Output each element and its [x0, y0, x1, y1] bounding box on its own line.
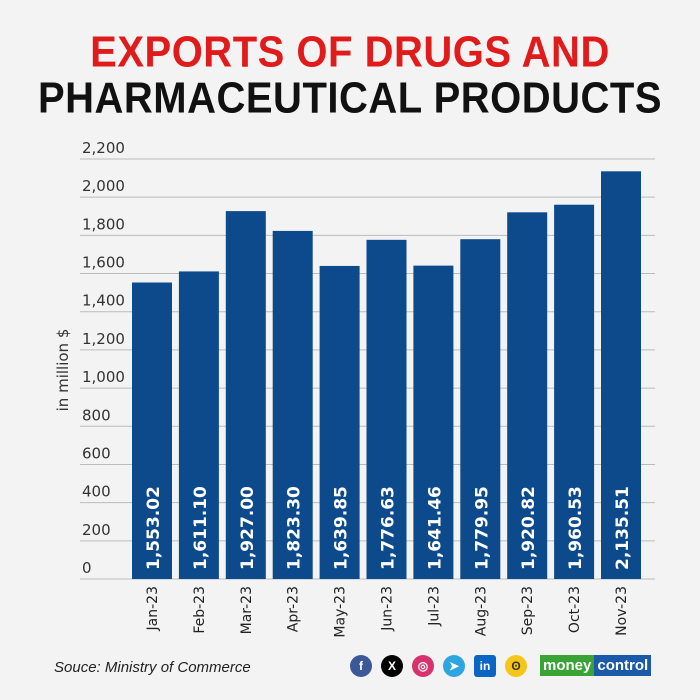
y-tick-label: 600	[82, 444, 111, 462]
bar	[507, 212, 548, 579]
x-tick-label: Oct-23	[567, 586, 583, 633]
logo-part-money: money	[540, 655, 595, 676]
x-tick-label: Nov-23	[614, 586, 630, 636]
bar-value-label: 1,641.46	[425, 486, 445, 570]
y-tick-label: 1,200	[82, 330, 125, 348]
bar	[460, 239, 501, 580]
y-tick-label: 200	[82, 521, 111, 539]
x-tick-label: May-23	[333, 586, 349, 638]
title-line-1: EXPORTS OF DRUGS AND	[90, 27, 610, 77]
y-tick-label: 800	[82, 406, 111, 424]
bar-value-label: 1,776.63	[379, 486, 399, 570]
y-tick-label: 2,200	[82, 139, 125, 157]
moneycontrol-logo: money control	[540, 655, 652, 676]
logo-part-control: control	[594, 655, 652, 676]
source-note: Souce: Ministry of Commerce	[54, 659, 251, 676]
y-tick-label: 1,600	[82, 254, 125, 272]
bar	[413, 265, 454, 579]
social-icons: f X ◎ ➤ in ʘ	[350, 655, 527, 677]
bar-value-label: 1,553.02	[144, 486, 164, 570]
koo-icon[interactable]: ʘ	[505, 655, 527, 677]
bar	[319, 265, 360, 579]
x-tick-label: Jul-23	[426, 586, 442, 627]
y-tick-label: 1,000	[82, 368, 125, 386]
x-tick-label: Mar-23	[239, 586, 255, 634]
x-tick-label: Jun-23	[380, 586, 396, 632]
bar-value-label: 1,960.53	[566, 486, 586, 570]
x-tick-label: Aug-23	[473, 586, 489, 636]
x-icon[interactable]: X	[381, 655, 403, 677]
x-tick-label: Apr-23	[286, 586, 302, 632]
bar-value-label: 1,823.30	[285, 486, 305, 570]
x-tick-label: Feb-23	[192, 586, 208, 634]
y-tick-label: 1,800	[82, 215, 125, 233]
y-axis-label: in million $	[54, 329, 72, 412]
bar	[178, 271, 219, 579]
bar-value-label: 1,779.95	[472, 486, 492, 570]
x-tick-label: Sep-23	[520, 586, 536, 635]
facebook-icon[interactable]: f	[350, 655, 372, 677]
bar	[225, 211, 266, 580]
bar	[554, 204, 595, 580]
bar-value-label: 1,927.00	[238, 486, 258, 570]
bar-value-label: 2,135.51	[613, 486, 633, 570]
y-tick-label: 400	[82, 483, 111, 501]
x-tick-label: Jan-23	[145, 586, 161, 631]
bar	[601, 171, 641, 580]
instagram-icon[interactable]: ◎	[412, 655, 434, 677]
y-tick-label: 2,000	[82, 177, 125, 195]
bar	[272, 230, 313, 579]
bar	[366, 239, 407, 579]
y-tick-label: 0	[82, 559, 92, 577]
bar-value-label: 1,611.10	[191, 486, 211, 570]
y-tick-label: 1,400	[82, 292, 125, 310]
bar	[132, 282, 172, 579]
linkedin-icon[interactable]: in	[474, 655, 496, 677]
bar-value-label: 1,920.82	[519, 486, 539, 570]
bar-value-label: 1,639.85	[332, 486, 352, 570]
telegram-icon[interactable]: ➤	[443, 655, 465, 677]
title-line-2: PHARMACEUTICAL PRODUCTS	[37, 73, 663, 123]
